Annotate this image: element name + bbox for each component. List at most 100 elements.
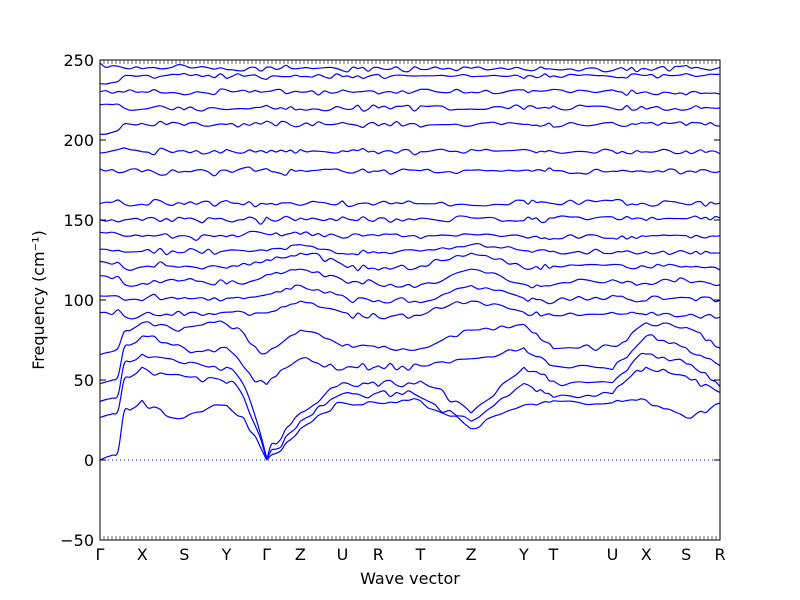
y-tick-label: −50 (60, 531, 94, 550)
band-line-seg10-band13 (523, 167, 554, 172)
band-line-seg0-band5 (100, 309, 143, 320)
band-line-seg10-band8 (523, 264, 554, 271)
band-line-seg7-band16 (378, 104, 421, 112)
band-line-seg0-band17 (100, 89, 143, 94)
band-line-seg6-band4 (342, 343, 379, 349)
y-tick-label: 250 (63, 51, 94, 70)
band-line-seg12-band13 (612, 169, 647, 173)
band-line-seg6-band5 (342, 311, 379, 319)
band-line-seg2-band6 (184, 296, 227, 302)
band-line-seg7-band0 (378, 398, 421, 405)
band-line-seg8-band0 (420, 400, 472, 430)
band-line-seg11-band2 (553, 380, 613, 387)
y-axis-title: Frequency (cm⁻¹) (29, 230, 48, 369)
band-line-seg11-band12 (553, 199, 613, 206)
band-line-seg11-band5 (553, 311, 613, 317)
band-line-seg10-band14 (523, 148, 554, 154)
band-line-seg8-band17 (420, 88, 472, 94)
band-line-seg2-band9 (184, 247, 227, 255)
band-line-seg8-band10 (420, 233, 472, 240)
band-line-seg8-band1 (420, 396, 472, 422)
band-line-seg7-band4 (378, 345, 421, 352)
band-line-seg9-band12 (471, 199, 524, 207)
band-line-seg12-band4 (612, 322, 647, 347)
band-line-seg2-band14 (184, 148, 227, 155)
band-line-seg1-band11 (141, 216, 185, 222)
band-line-seg0-band6 (100, 295, 143, 302)
band-line-seg11-band13 (553, 168, 613, 175)
band-line-seg12-band3 (611, 335, 647, 371)
band-line-seg6-band12 (342, 200, 379, 208)
band-line-seg9-band5 (471, 300, 525, 313)
band-line-seg3-band18 (226, 73, 267, 81)
band-line-seg0-band19 (100, 62, 143, 70)
band-line-seg14-band15 (685, 121, 720, 127)
band-line-seg9-band6 (470, 284, 525, 299)
band-line-seg5-band14 (300, 148, 343, 154)
band-line-seg13-band9 (645, 250, 687, 256)
band-line-seg12-band2 (611, 352, 647, 384)
band-line-seg6-band16 (342, 104, 379, 112)
band-line-seg12-band12 (612, 198, 647, 206)
band-line-seg1-band1 (141, 366, 185, 377)
band-line-seg2-band0 (184, 404, 227, 419)
band-line-seg11-band11 (553, 215, 613, 221)
band-line-seg4-band2 (266, 412, 301, 461)
band-line-seg13-band6 (645, 295, 687, 302)
band-line-seg14-band18 (686, 72, 720, 78)
band-line-seg5-band15 (300, 121, 343, 127)
band-line-seg13-band4 (645, 322, 687, 329)
band-line-seg4-band12 (266, 202, 301, 206)
band-line-seg2-band5 (184, 311, 227, 317)
band-line-seg6-band14 (342, 147, 379, 155)
band-line-seg8-band2 (420, 380, 472, 414)
band-line-seg13-band18 (646, 72, 687, 79)
band-line-seg13-band7 (646, 277, 687, 286)
band-line-seg13-band3 (646, 334, 687, 349)
band-line-seg4-band9 (266, 244, 301, 252)
phonon-bands (100, 62, 720, 461)
band-line-seg6-band11 (342, 216, 379, 222)
band-line-seg3-band7 (226, 274, 267, 285)
band-line-seg0-band12 (100, 199, 143, 207)
band-line-seg12-band9 (612, 250, 647, 255)
band-line-seg0-band7 (100, 275, 143, 287)
band-line-seg5-band16 (300, 105, 343, 112)
band-line-seg1-band13 (141, 169, 185, 176)
band-line-seg6-band1 (342, 391, 379, 399)
band-line-seg8-band12 (420, 201, 472, 207)
x-tick-label: Z (295, 545, 306, 564)
band-line-seg9-band0 (471, 404, 525, 430)
band-line-seg5-band19 (300, 66, 343, 72)
band-line-seg12-band17 (612, 89, 647, 96)
band-line-seg10-band4 (523, 323, 554, 349)
band-line-seg0-band10 (100, 231, 143, 238)
band-line-seg14-band19 (685, 64, 720, 71)
y-axis-ticks: −50 0 50 100 150 200 250 (60, 51, 720, 550)
band-line-seg14-band3 (685, 347, 720, 367)
band-line-seg1-band12 (142, 198, 185, 207)
band-line-seg10-band7 (523, 283, 554, 289)
band-line-seg4-band0 (266, 428, 301, 461)
band-line-seg14-band1 (685, 376, 720, 394)
band-line-seg11-band7 (553, 278, 613, 286)
x-tick-label: Z (466, 545, 477, 564)
x-tick-label: R (373, 545, 384, 564)
band-line-seg10-band5 (523, 311, 554, 317)
band-line-seg7-band1 (378, 390, 421, 398)
band-line-seg9-band9 (471, 243, 524, 252)
band-line-seg8-band4 (420, 329, 472, 350)
band-line-seg14-band17 (685, 90, 720, 96)
band-line-seg7-band10 (378, 233, 421, 240)
band-line-seg0-band2 (100, 353, 143, 402)
band-line-seg10-band17 (523, 88, 554, 94)
band-line-seg13-band11 (645, 216, 687, 222)
y-tick-label: 150 (63, 211, 94, 230)
band-line-seg4-band19 (266, 64, 301, 71)
band-line-seg8-band16 (420, 105, 472, 111)
band-line-seg2-band15 (184, 121, 227, 127)
band-line-seg3-band15 (226, 120, 267, 128)
x-tick-label: T (415, 545, 426, 564)
band-line-seg7-band12 (378, 200, 421, 205)
